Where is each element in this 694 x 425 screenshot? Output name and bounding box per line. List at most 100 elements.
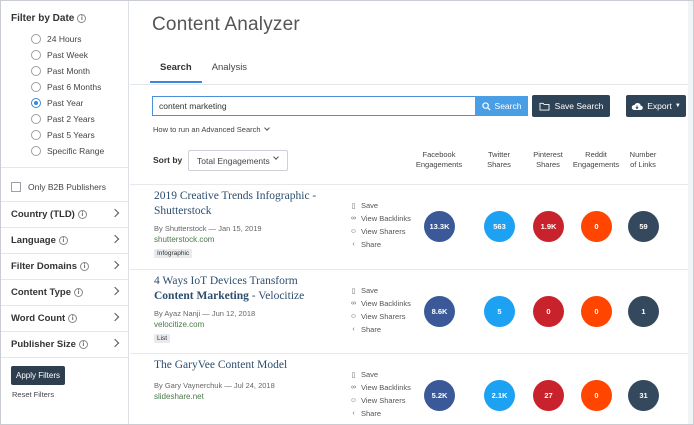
sort-dropdown[interactable]: Total Engagements xyxy=(188,150,288,171)
b2b-filter[interactable]: Only B2B Publishers xyxy=(11,182,106,192)
author[interactable]: By Shutterstock xyxy=(154,224,207,233)
info-icon[interactable]: i xyxy=(78,340,88,349)
b2b-checkbox[interactable] xyxy=(11,182,21,192)
radio-button[interactable] xyxy=(31,146,41,156)
result-divider xyxy=(130,269,693,270)
apply-filters-button[interactable]: Apply Filters xyxy=(11,366,65,385)
date-option[interactable]: Past Year xyxy=(31,95,104,111)
filter-row[interactable]: Word Count i xyxy=(1,306,128,332)
radio-button[interactable] xyxy=(31,82,41,92)
save-search-button[interactable]: Save Search xyxy=(532,95,610,117)
result-domain-link[interactable]: velocitize.com xyxy=(154,320,205,329)
radio-button[interactable] xyxy=(31,130,41,140)
chevron-right-icon xyxy=(110,260,120,270)
result-domain-link[interactable]: slideshare.net xyxy=(154,392,204,401)
date-option[interactable]: Past Week xyxy=(31,47,104,63)
twitter-metric-bubble[interactable]: 2.1K xyxy=(484,380,515,411)
reddit-metric-bubble[interactable]: 0 xyxy=(581,296,612,327)
info-icon[interactable]: i xyxy=(77,210,87,219)
chevron-right-icon xyxy=(110,208,120,218)
cloud-download-icon xyxy=(632,102,644,110)
column-header-line: Twitter xyxy=(487,150,511,159)
reddit-metric-bubble[interactable]: 0 xyxy=(581,380,612,411)
filter-row[interactable]: Publisher Size i xyxy=(1,332,128,358)
advanced-search-link[interactable]: How to run an Advanced Search xyxy=(153,125,270,134)
user-icon: ☺ xyxy=(349,228,358,235)
action-save[interactable]: ▯ Save xyxy=(349,284,411,297)
chevron-right-icon xyxy=(110,286,120,296)
author[interactable]: By Gary Vaynerchuk xyxy=(154,381,223,390)
facebook-metric-bubble[interactable]: 5.2K xyxy=(424,380,455,411)
result-title-link[interactable]: 2019 Creative Trends Infographic - Shutt… xyxy=(154,189,334,219)
date-option[interactable]: Specific Range xyxy=(31,143,104,159)
column-header-line: Shares xyxy=(487,160,511,169)
result-actions: ▯ Save ∞ View Backlinks ☺ View Sharers ‹ Share xyxy=(349,284,411,336)
link-icon: ∞ xyxy=(351,384,356,391)
tab-search[interactable]: Search xyxy=(150,62,202,83)
result-actions: ▯ Save ∞ View Backlinks ☺ View Sharers ‹ Share xyxy=(349,368,411,420)
radio-button[interactable] xyxy=(31,34,41,44)
column-header-links: Number of Links xyxy=(615,150,671,170)
links-metric-bubble[interactable]: 1 xyxy=(628,296,659,327)
date-option-label: Past Week xyxy=(47,50,88,60)
reddit-metric-bubble[interactable]: 0 xyxy=(581,211,612,242)
action-share[interactable]: ‹ Share xyxy=(349,238,411,251)
info-icon[interactable]: i xyxy=(68,314,78,323)
result-title-link[interactable]: 4 Ways IoT Devices Transform Content Mar… xyxy=(154,274,334,304)
info-icon[interactable]: i xyxy=(74,288,83,297)
action-view-backlinks[interactable]: ∞ View Backlinks xyxy=(349,381,411,394)
search-button[interactable]: Search xyxy=(475,96,528,116)
action-share[interactable]: ‹ Share xyxy=(349,323,411,336)
action-view-sharers[interactable]: ☺ View Sharers xyxy=(349,225,411,238)
date-option[interactable]: Past 5 Years xyxy=(31,127,104,143)
result-divider xyxy=(130,353,693,354)
facebook-metric-bubble[interactable]: 8.6K xyxy=(424,296,455,327)
date-option[interactable]: Past 6 Months xyxy=(31,79,104,95)
links-metric-bubble[interactable]: 31 xyxy=(628,380,659,411)
action-view-sharers[interactable]: ☺ View Sharers xyxy=(349,310,411,323)
action-share[interactable]: ‹ Share xyxy=(349,407,411,420)
date-option[interactable]: Past 2 Years xyxy=(31,111,104,127)
column-header-twitter: Twitter Shares xyxy=(471,150,527,170)
export-button[interactable]: Export ▼ xyxy=(626,95,686,117)
info-icon[interactable]: i xyxy=(77,14,87,23)
pinterest-metric-bubble[interactable]: 0 xyxy=(533,296,564,327)
twitter-metric-bubble[interactable]: 5 xyxy=(484,296,515,327)
date-option[interactable]: Past Month xyxy=(31,63,104,79)
pinterest-metric-bubble[interactable]: 1.9K xyxy=(533,211,564,242)
result-title-link[interactable]: The GaryVee Content Model xyxy=(154,358,334,373)
result-domain-link[interactable]: shutterstock.com xyxy=(154,235,215,244)
bookmark-icon: ▯ xyxy=(351,202,356,210)
filter-row[interactable]: Country (TLD) i xyxy=(1,202,128,228)
result-byline: By Shutterstock — Jan 15, 2019 xyxy=(154,224,262,233)
radio-button[interactable] xyxy=(31,98,41,108)
action-view-backlinks[interactable]: ∞ View Backlinks xyxy=(349,297,411,310)
scrollbar[interactable] xyxy=(688,1,693,424)
filter-row[interactable]: Content Type i xyxy=(1,280,128,306)
links-metric-bubble[interactable]: 59 xyxy=(628,211,659,242)
action-label: Save xyxy=(361,370,379,379)
search-input[interactable] xyxy=(152,96,476,116)
column-header-line: Shares xyxy=(536,160,560,169)
info-icon[interactable]: i xyxy=(58,236,68,245)
twitter-metric-bubble[interactable]: 563 xyxy=(484,211,515,242)
action-view-backlinks[interactable]: ∞ View Backlinks xyxy=(349,212,411,225)
reset-filters-link[interactable]: Reset Filters xyxy=(12,390,55,399)
info-icon[interactable]: i xyxy=(80,262,89,271)
radio-button[interactable] xyxy=(31,50,41,60)
facebook-metric-bubble[interactable]: 13.3K xyxy=(424,211,455,242)
column-header-facebook: Facebook Engagements xyxy=(411,150,467,170)
tab-bar: Search Analysis xyxy=(150,62,257,83)
action-save[interactable]: ▯ Save xyxy=(349,199,411,212)
radio-button[interactable] xyxy=(31,66,41,76)
action-view-sharers[interactable]: ☺ View Sharers xyxy=(349,394,411,407)
tab-analysis[interactable]: Analysis xyxy=(211,62,248,73)
date-option[interactable]: 24 Hours xyxy=(31,31,104,47)
filter-row[interactable]: Filter Domains i xyxy=(1,254,128,280)
action-label: View Backlinks xyxy=(361,383,411,392)
pinterest-metric-bubble[interactable]: 27 xyxy=(533,380,564,411)
action-save[interactable]: ▯ Save xyxy=(349,368,411,381)
radio-button[interactable] xyxy=(31,114,41,124)
author[interactable]: By Ayaz Nanji xyxy=(154,309,201,318)
filter-row[interactable]: Language i xyxy=(1,228,128,254)
